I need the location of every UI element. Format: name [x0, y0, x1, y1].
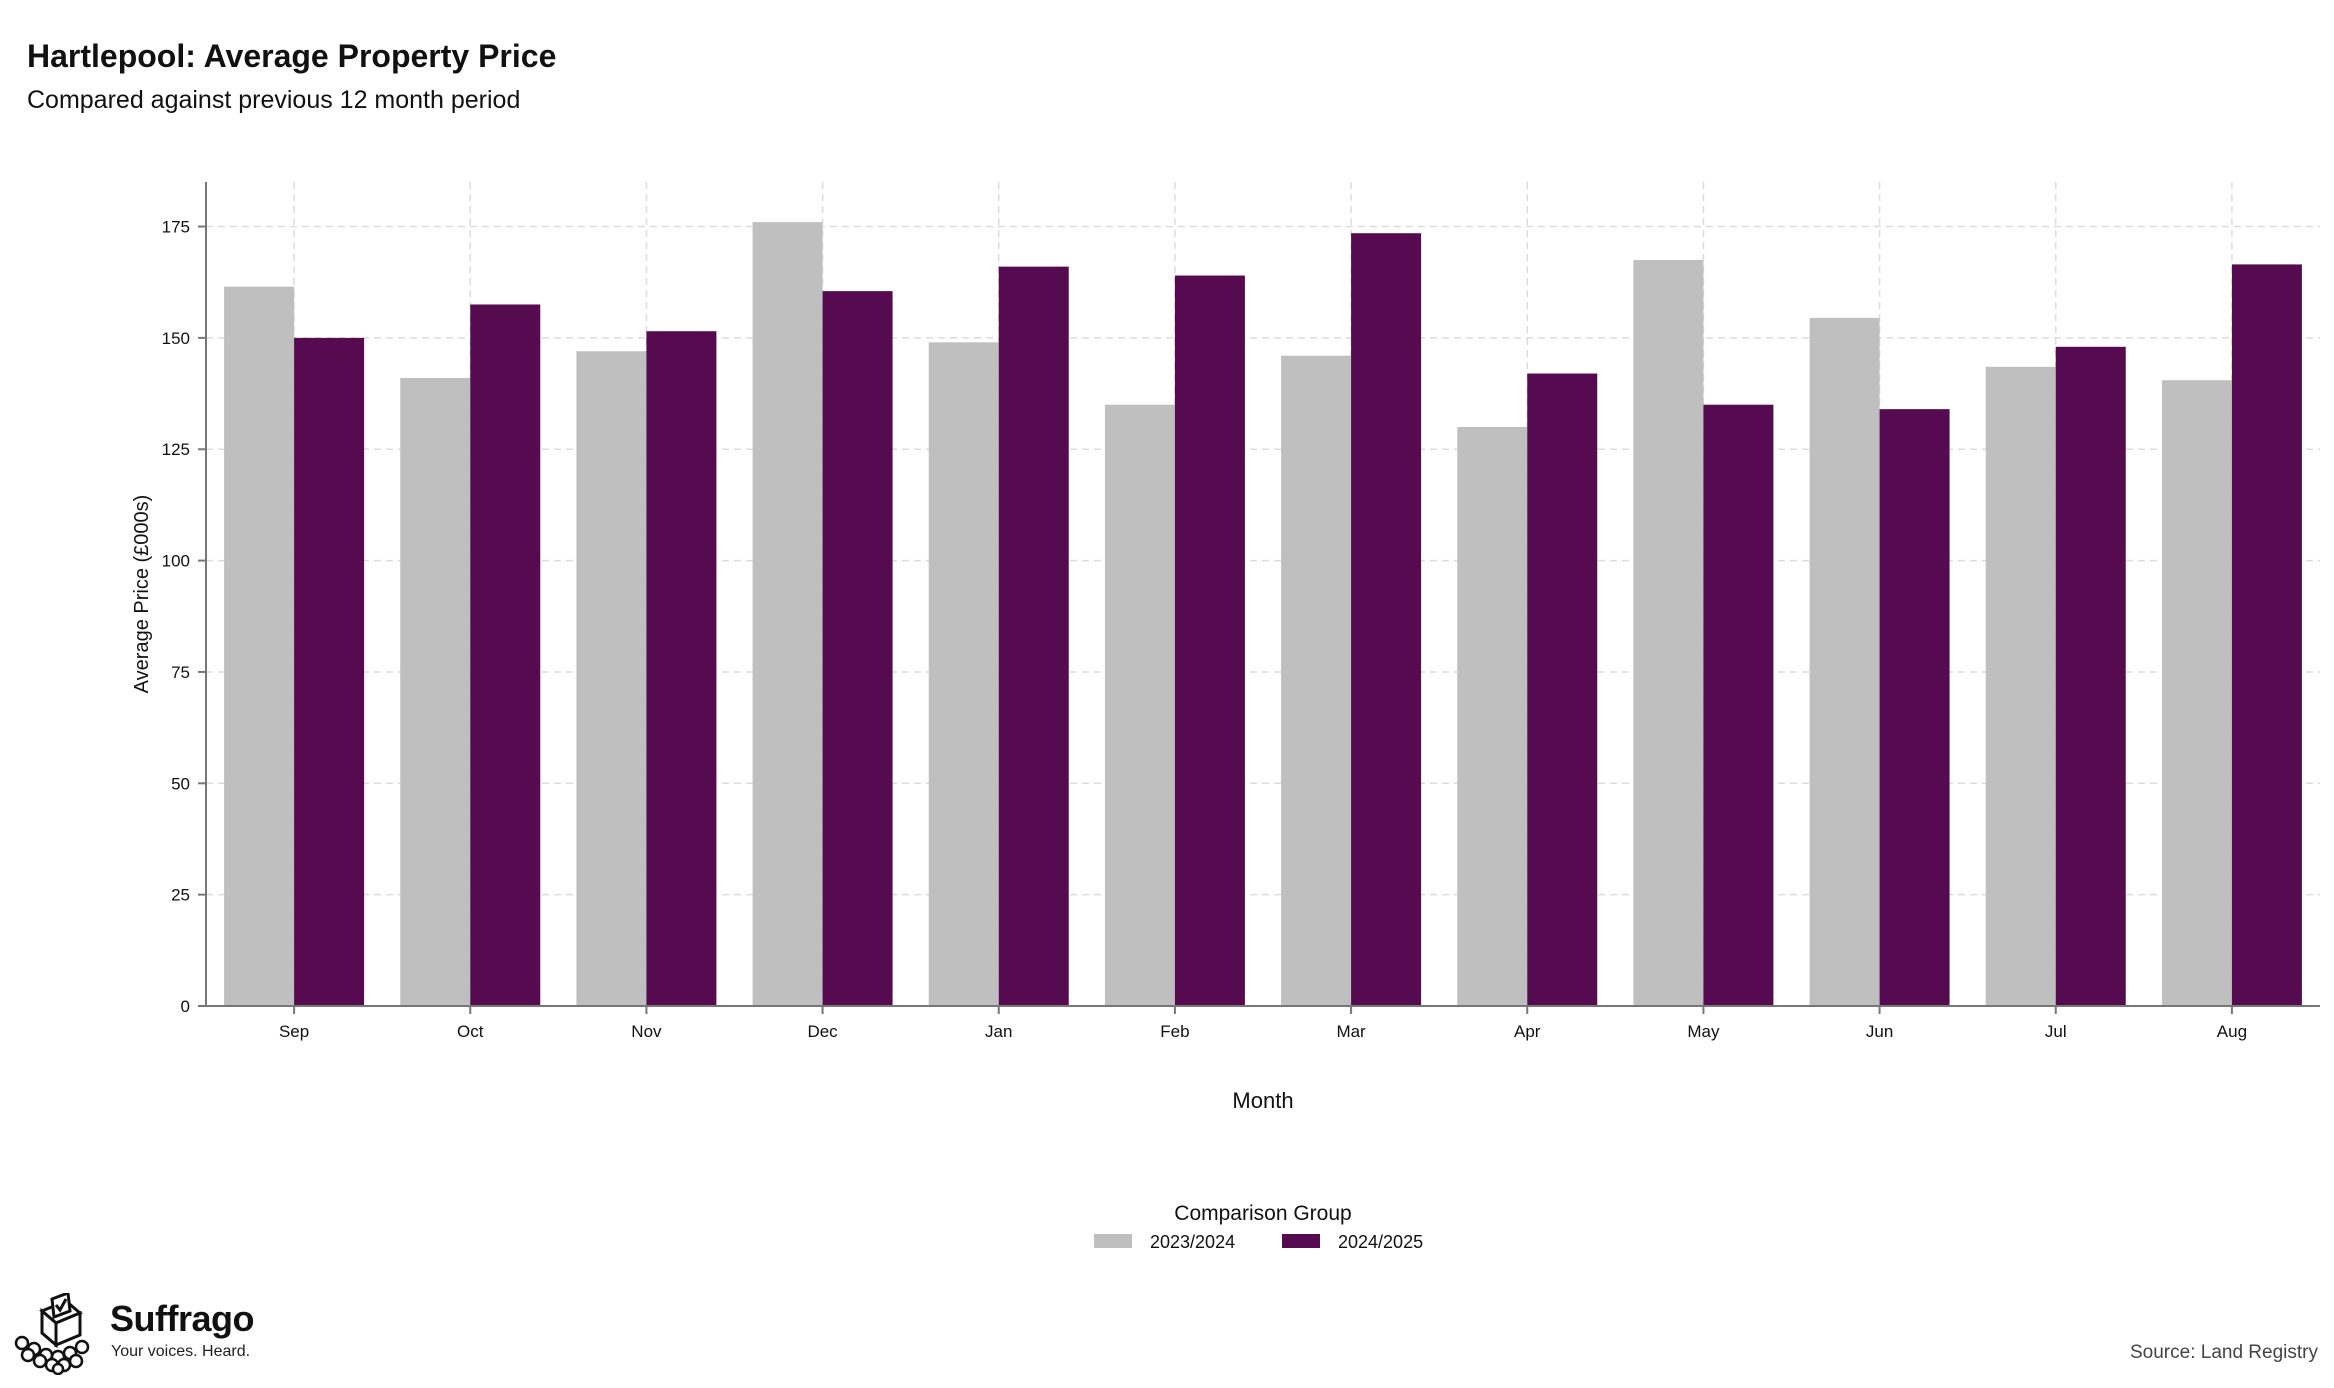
- x-tick-label-dec: Dec: [807, 1022, 838, 1041]
- bar-2024-2025-feb: [1174, 275, 1245, 1006]
- x-tick-label-sep: Sep: [279, 1022, 309, 1041]
- bar-2023-2024-mar: [1281, 355, 1352, 1006]
- bar-2023-2024-sep: [224, 286, 295, 1006]
- x-tick-label-feb: Feb: [1160, 1022, 1189, 1041]
- brand-name: Suffrago: [110, 1298, 255, 1339]
- bar-2024-2025-mar: [1351, 233, 1422, 1006]
- x-tick-label-oct: Oct: [457, 1022, 484, 1041]
- bar-2024-2025-may: [1703, 404, 1774, 1006]
- chart-title: Hartlepool: Average Property Price: [27, 38, 557, 74]
- x-tick-label-jun: Jun: [1866, 1022, 1893, 1041]
- x-tick-label-jan: Jan: [985, 1022, 1012, 1041]
- bar-2023-2024-jul: [1985, 366, 2056, 1006]
- bar-2023-2024-oct: [400, 377, 471, 1006]
- legend-swatch-2024-2025: [1282, 1234, 1320, 1248]
- legend-label-2023-2024: 2023/2024: [1150, 1232, 1235, 1252]
- bar-2024-2025-aug: [2231, 264, 2302, 1006]
- x-tick-label-may: May: [1687, 1022, 1720, 1041]
- x-tick-label-nov: Nov: [631, 1022, 662, 1041]
- legend-title: Comparison Group: [1174, 1202, 1351, 1225]
- y-tick-label: 75: [171, 663, 190, 682]
- source-note: Source: Land Registry: [2130, 1342, 2318, 1363]
- chart-subtitle: Compared against previous 12 month perio…: [27, 86, 521, 114]
- x-tick-label-apr: Apr: [1514, 1022, 1541, 1041]
- y-tick-label: 150: [162, 329, 190, 348]
- bar-2024-2025-jun: [1879, 409, 1950, 1007]
- y-axis-title: Average Price (£000s): [131, 495, 153, 694]
- x-axis-title: Month: [1232, 1088, 1293, 1113]
- bar-2023-2024-nov: [576, 351, 647, 1007]
- bar-2023-2024-may: [1633, 259, 1704, 1007]
- bar-2024-2025-apr: [1527, 373, 1598, 1007]
- legend-swatch-2023-2024: [1094, 1234, 1132, 1248]
- bar-2024-2025-nov: [646, 331, 717, 1006]
- x-tick-label-mar: Mar: [1336, 1022, 1366, 1041]
- y-tick-label: 100: [162, 552, 190, 571]
- y-tick-label: 0: [181, 997, 190, 1016]
- bar-2024-2025-jul: [2055, 346, 2126, 1006]
- bar-2024-2025-oct: [470, 304, 541, 1007]
- bar-2024-2025-dec: [822, 291, 893, 1006]
- y-tick-label: 175: [162, 218, 190, 237]
- x-tick-label-jul: Jul: [2045, 1022, 2067, 1041]
- bar-2023-2024-feb: [1104, 404, 1175, 1006]
- bar-2024-2025-jan: [998, 266, 1069, 1006]
- bar-2024-2025-sep: [294, 337, 365, 1006]
- y-tick-label: 25: [171, 886, 190, 905]
- bar-2023-2024-aug: [2161, 380, 2232, 1006]
- bar-2023-2024-dec: [752, 222, 823, 1006]
- y-tick-label: 125: [162, 440, 190, 459]
- bar-2023-2024-jan: [928, 342, 999, 1006]
- y-tick-label: 50: [171, 774, 190, 793]
- ballot-box-icon: [14, 1293, 90, 1375]
- brand-tagline: Your voices. Heard.: [111, 1343, 251, 1360]
- bar-2023-2024-jun: [1809, 317, 1880, 1007]
- bar-2023-2024-apr: [1457, 426, 1528, 1006]
- x-tick-label-aug: Aug: [2217, 1022, 2247, 1041]
- legend-label-2024-2025: 2024/2025: [1338, 1232, 1423, 1252]
